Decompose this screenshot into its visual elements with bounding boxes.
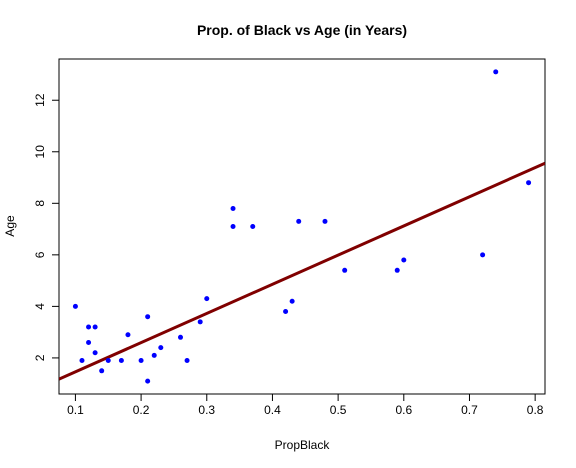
data-point <box>296 218 302 224</box>
data-point <box>322 218 328 224</box>
data-point <box>230 205 236 211</box>
data-point <box>79 358 85 363</box>
y-tick-label: 10 <box>33 145 47 159</box>
data-point <box>283 309 289 315</box>
x-tick-label: 0.4 <box>264 403 281 417</box>
data-point <box>197 319 203 325</box>
data-point <box>250 224 256 229</box>
x-tick-label: 0.1 <box>67 403 84 417</box>
regression-line <box>59 161 545 381</box>
data-point <box>105 358 111 363</box>
data-point <box>72 303 78 309</box>
data-point <box>86 324 92 330</box>
data-point <box>480 252 486 258</box>
data-point <box>118 358 124 363</box>
y-tick-label: 12 <box>33 93 47 107</box>
x-tick-label: 0.7 <box>461 403 478 417</box>
data-point <box>92 350 98 356</box>
x-tick-label: 0.2 <box>133 403 150 417</box>
data-point <box>493 69 499 75</box>
data-point <box>158 345 164 351</box>
chart-title: Prop. of Black vs Age (in Years) <box>197 22 407 38</box>
data-point <box>526 180 532 186</box>
data-point <box>138 358 144 363</box>
data-point <box>289 298 295 304</box>
data-point <box>394 267 400 273</box>
x-axis-label: PropBlack <box>275 438 331 452</box>
data-point <box>342 267 348 273</box>
data-point <box>86 339 92 345</box>
plot-frame <box>58 58 546 395</box>
y-axis: 2 4 6 8 10 12 <box>33 93 59 361</box>
data-point <box>184 358 190 363</box>
data-point <box>125 332 131 338</box>
y-axis-label: Age <box>3 215 17 237</box>
y-tick-label: 4 <box>33 303 47 310</box>
data-points <box>72 69 532 384</box>
x-tick-label: 0.5 <box>330 403 347 417</box>
x-tick-label: 0.6 <box>395 403 412 417</box>
data-point <box>145 378 151 384</box>
data-point <box>145 314 151 320</box>
data-point <box>401 257 407 263</box>
data-point <box>178 334 183 340</box>
data-point <box>99 368 105 374</box>
data-point <box>230 224 236 229</box>
x-tick-label: 0.3 <box>198 403 215 417</box>
data-point <box>151 352 157 358</box>
data-point <box>204 296 210 302</box>
x-tick-label: 0.8 <box>527 403 544 417</box>
y-tick-label: 2 <box>33 354 47 361</box>
x-axis: 0.1 0.2 0.3 0.4 0.5 0.6 0.7 0.8 <box>67 394 544 417</box>
y-tick-label: 6 <box>33 251 47 258</box>
data-point <box>92 324 98 330</box>
y-tick-label: 8 <box>33 200 47 207</box>
